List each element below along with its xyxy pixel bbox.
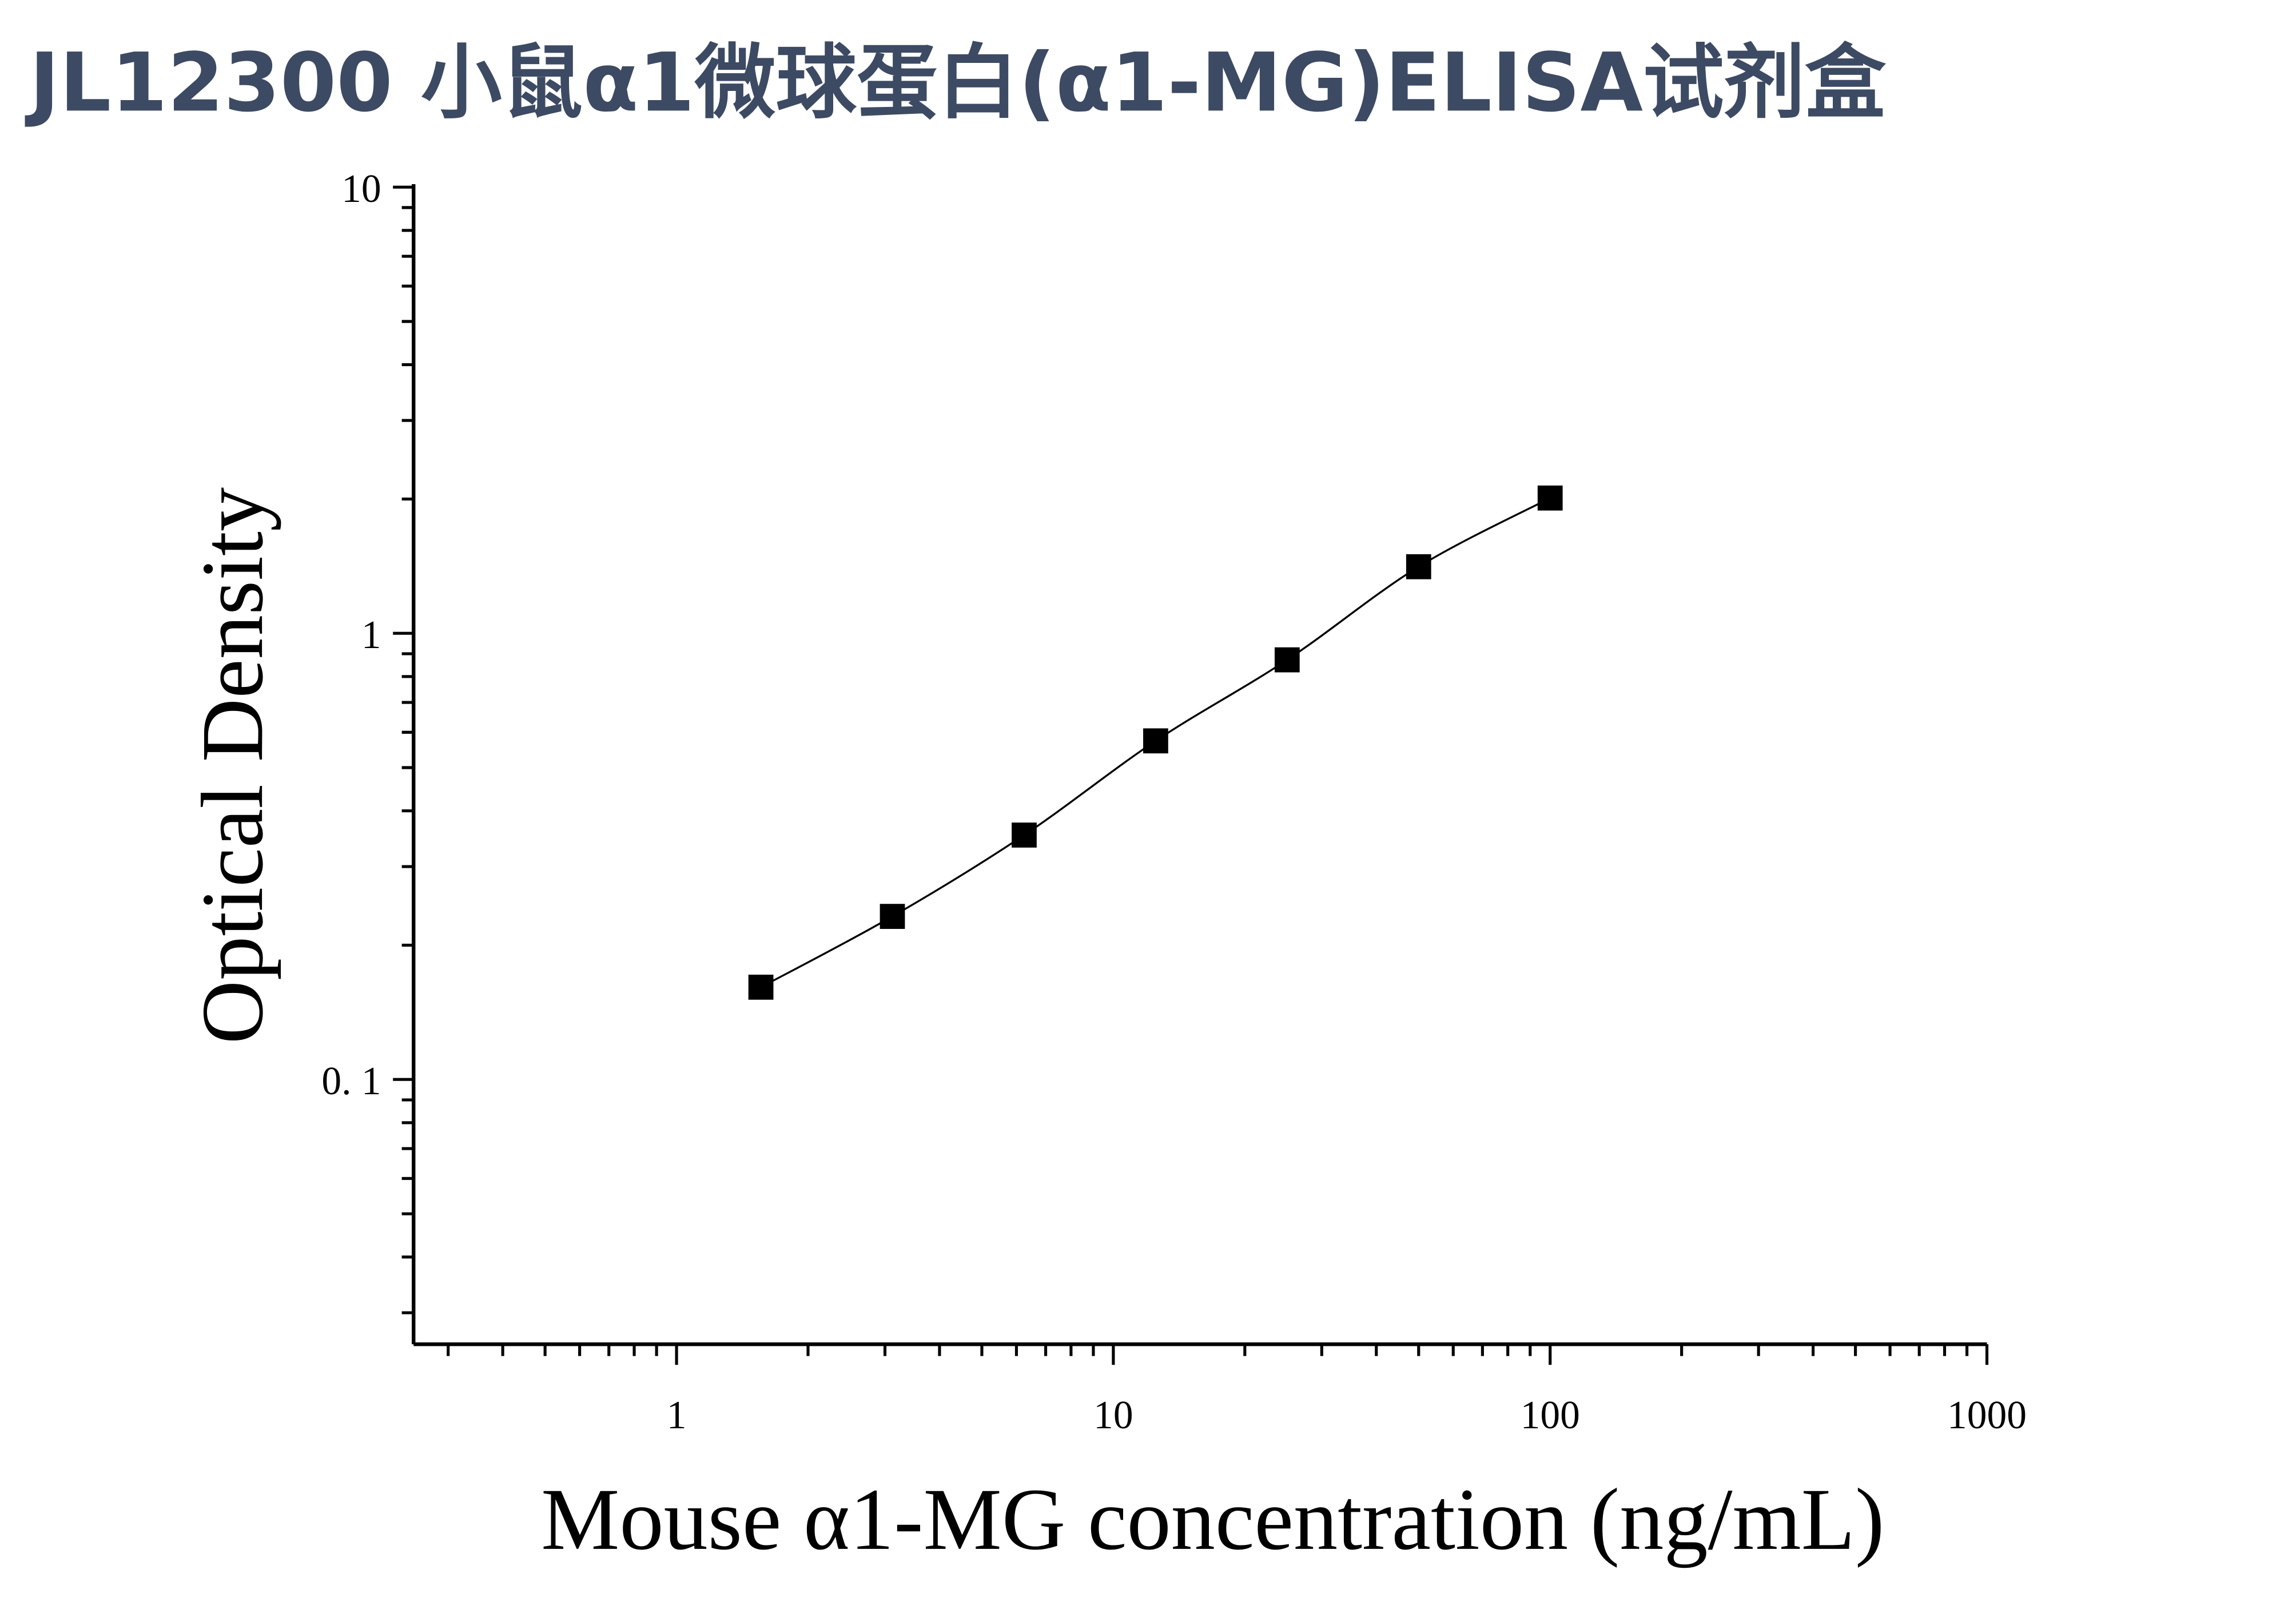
x-tick-label: 1 — [667, 1393, 687, 1437]
data-point — [1012, 823, 1037, 848]
y-tick-label: 10 — [341, 167, 381, 211]
data-point — [880, 904, 905, 929]
y-tick-label: 1 — [361, 613, 381, 657]
x-tick-label: 1000 — [1947, 1393, 2027, 1437]
data-point — [1406, 554, 1431, 579]
data-point — [1143, 728, 1168, 754]
x-tick-label: 10 — [1093, 1393, 1133, 1437]
data-point — [1537, 485, 1563, 511]
x-axis-label: Mouse α1-MG concentration (ng/mL) — [541, 1471, 1884, 1568]
axes: 1 10 100 1000 0. 1 1 10 — [321, 167, 2027, 1437]
chart-title: JL12300 小鼠α1微球蛋白(α1-MG)ELISA试剂盒 — [25, 36, 1886, 130]
y-tick-label: 0. 1 — [321, 1059, 381, 1103]
x-tick-label: 100 — [1521, 1393, 1580, 1437]
data-point — [1274, 647, 1300, 673]
data-point — [748, 975, 774, 1000]
data-points — [748, 485, 1563, 1000]
y-axis-label: Optical Density — [184, 487, 281, 1044]
